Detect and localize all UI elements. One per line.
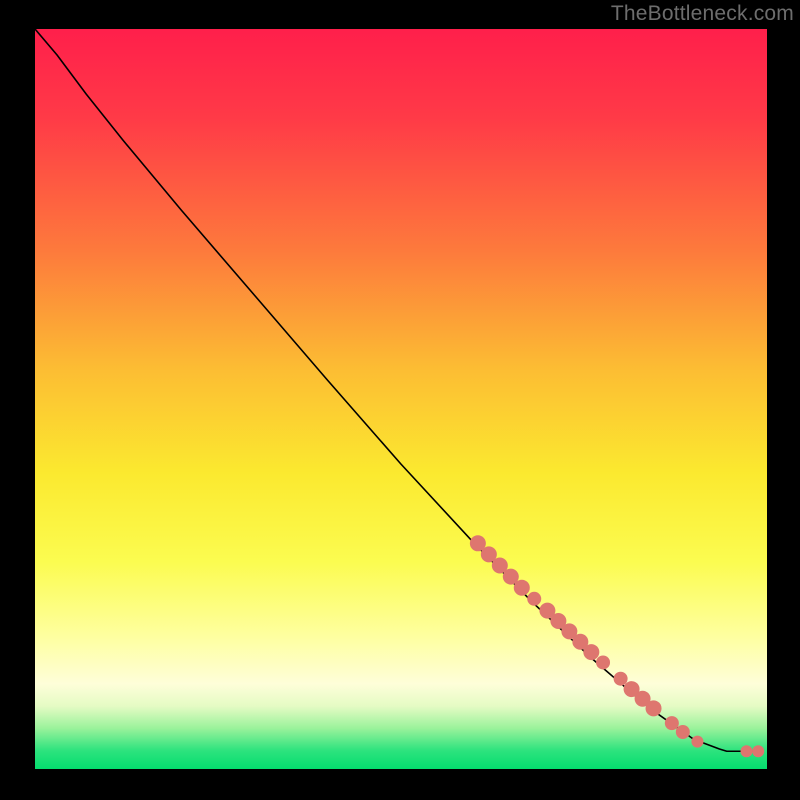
chart-plot-area <box>35 29 767 769</box>
scatter-marker <box>691 736 703 748</box>
scatter-marker <box>646 700 662 716</box>
chart-background-gradient <box>35 29 767 769</box>
scatter-marker <box>596 655 610 669</box>
scatter-marker <box>752 745 764 757</box>
scatter-marker <box>665 716 679 730</box>
scatter-marker <box>741 745 753 757</box>
scatter-marker <box>676 725 690 739</box>
scatter-marker <box>583 644 599 660</box>
watermark-text: TheBottleneck.com <box>611 2 794 26</box>
scatter-marker <box>614 672 628 686</box>
scatter-marker <box>514 580 530 596</box>
chart-svg <box>35 29 767 769</box>
scatter-marker <box>527 592 541 606</box>
